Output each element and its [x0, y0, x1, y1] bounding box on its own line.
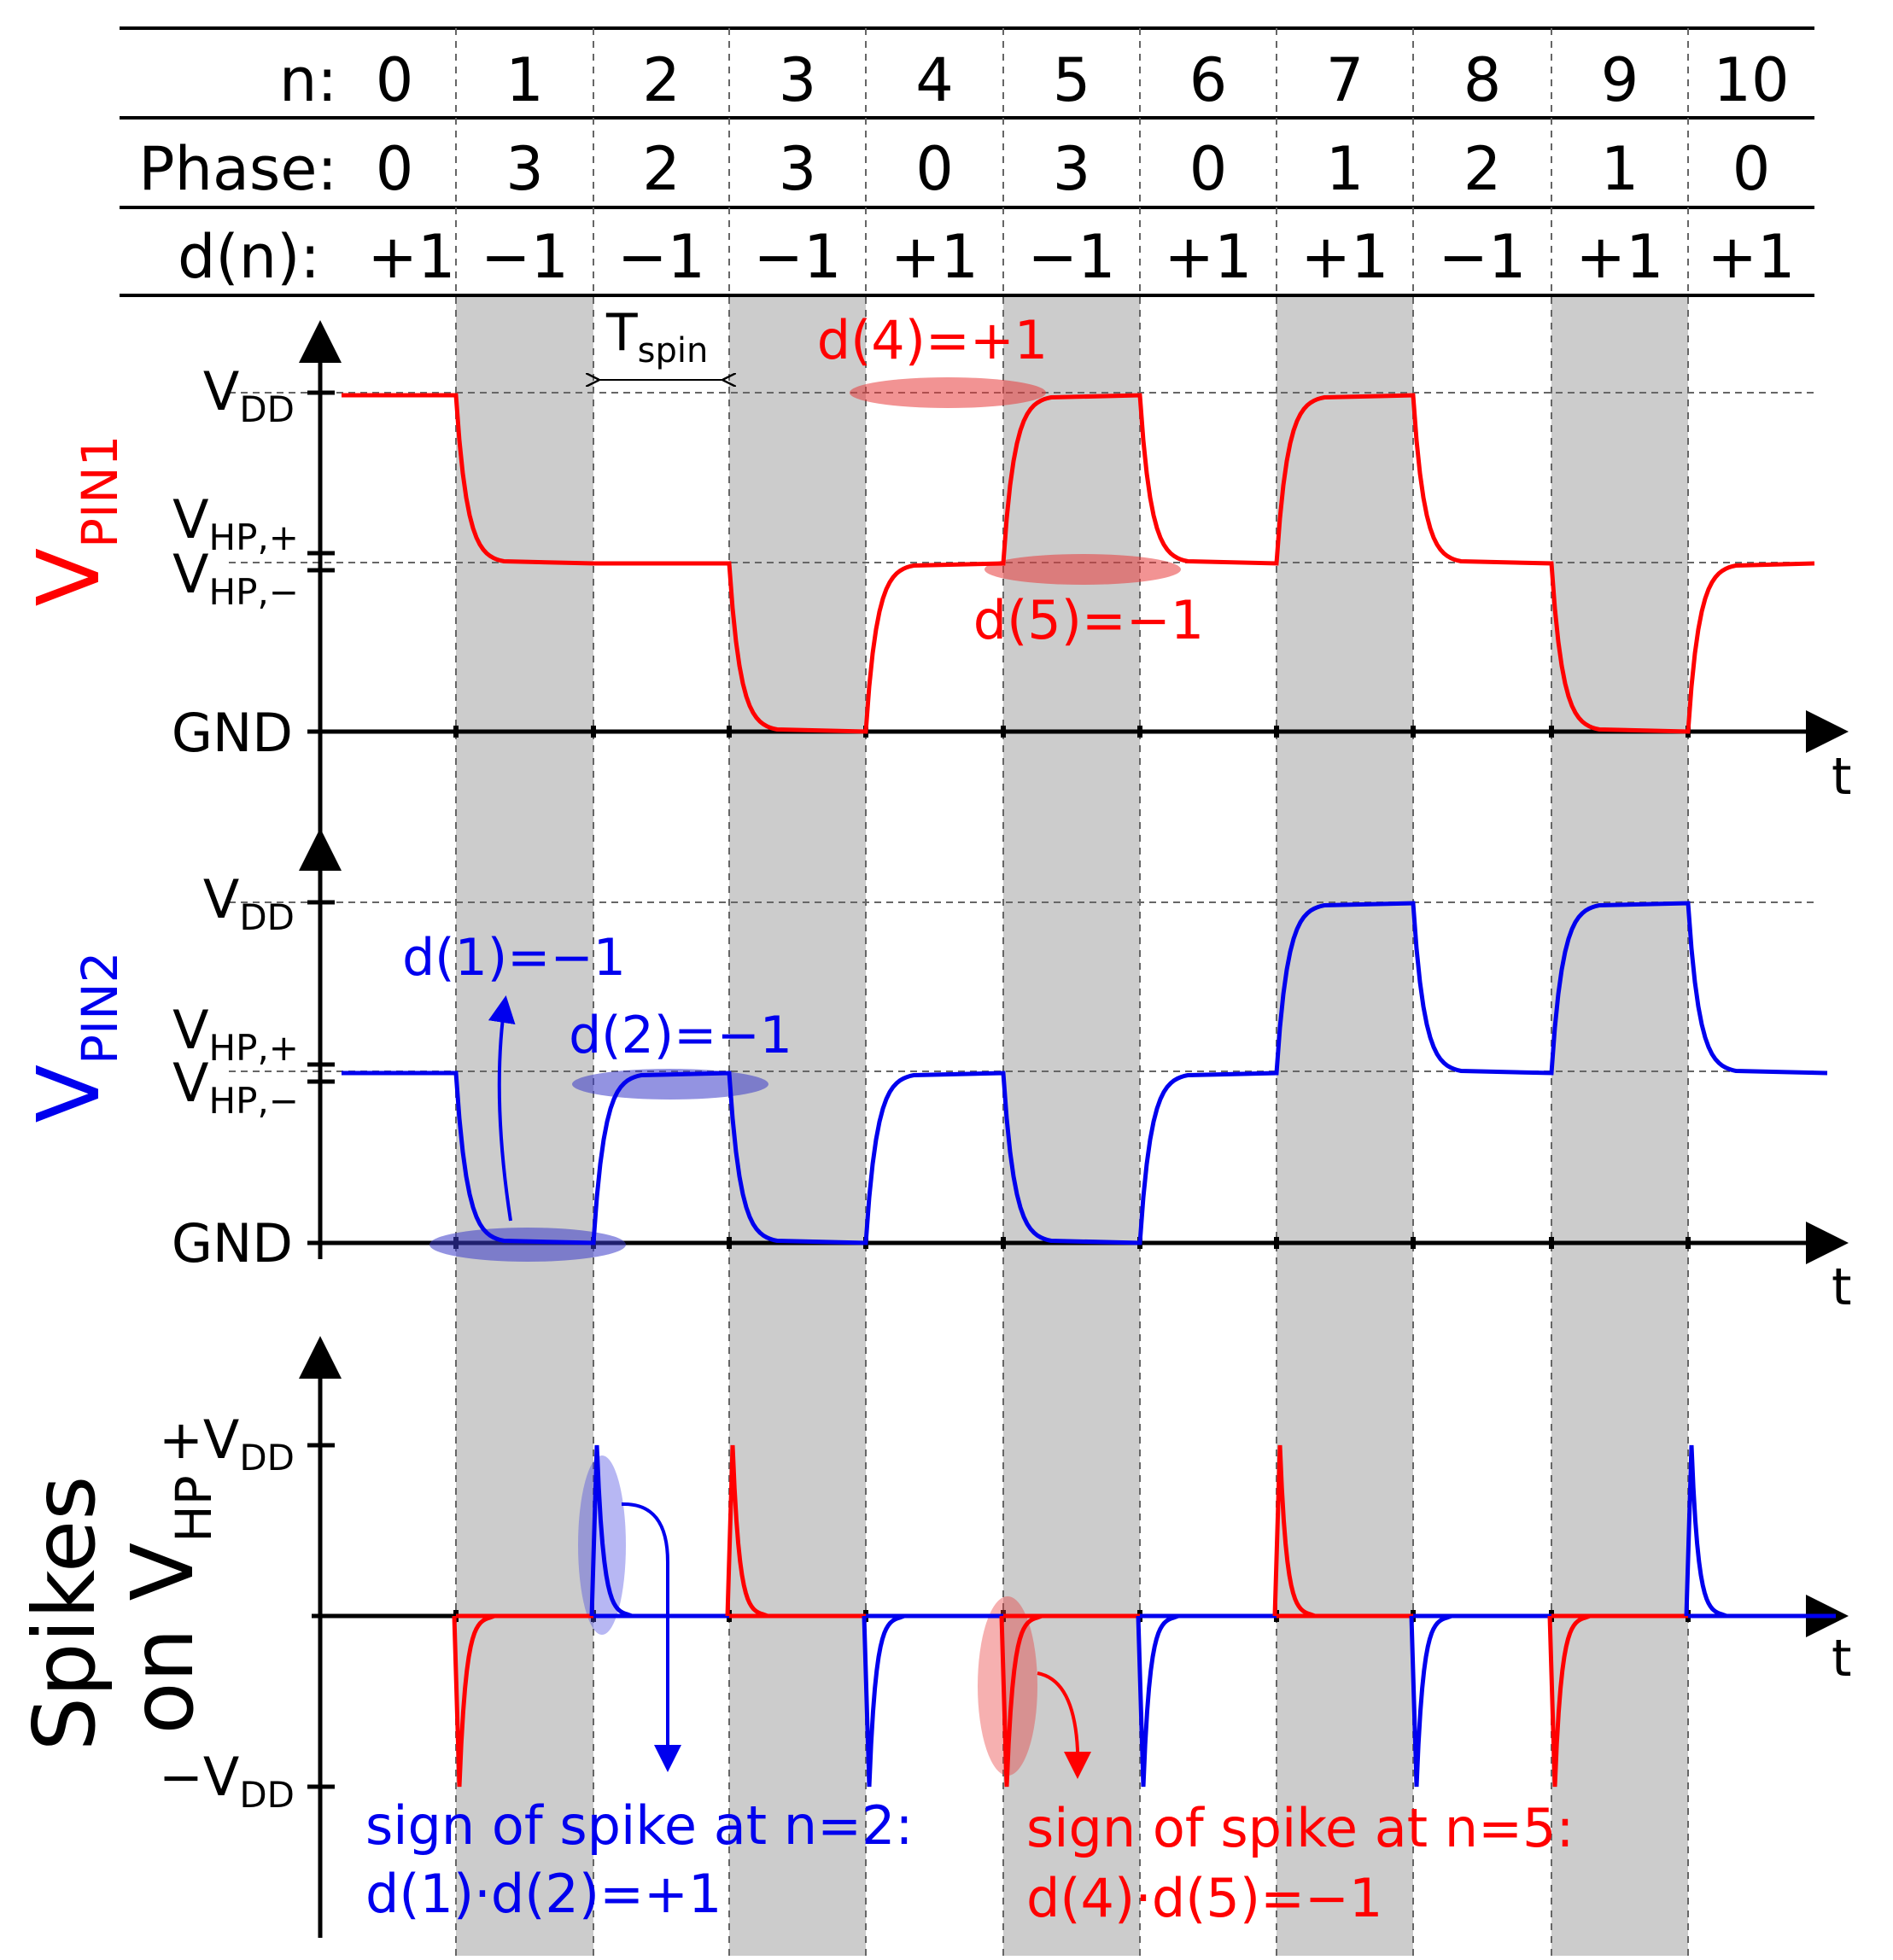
table-cell-n-3: 3: [779, 45, 817, 115]
table-cell-phase-9: 1: [1601, 134, 1639, 204]
vpin1-tick-vhpm: VHP,−: [172, 543, 299, 613]
table-cell-phase-1: 3: [505, 134, 544, 204]
table-cell-n-4: 4: [915, 45, 954, 115]
annotation-d5: d(5)=−1: [973, 589, 1205, 651]
d2-highlight: [572, 1069, 768, 1100]
annotation-d2: d(2)=−1: [569, 1006, 792, 1065]
shade-n9: [1551, 295, 1688, 1956]
table-cell-phase-8: 2: [1464, 134, 1502, 204]
spike-n8: [1409, 1613, 1452, 1788]
shade-n7: [1277, 295, 1413, 1956]
spike-n1: [452, 1613, 495, 1788]
table-cell-n-10: 10: [1713, 45, 1789, 115]
vpin1-tick-vdd: VDD: [203, 360, 295, 430]
table-cell-n-0: 0: [376, 45, 414, 115]
vpin2-tick-vhpp: VHP,+: [172, 999, 299, 1069]
vpin1-waveform: [342, 393, 1815, 734]
table-cell-n-9: 9: [1601, 45, 1639, 115]
table-cell-phase-4: 0: [915, 134, 954, 204]
row-label-n: n:: [279, 45, 337, 115]
vpin2-time-label: t: [1832, 1257, 1852, 1317]
table-cell-n-7: 7: [1326, 45, 1364, 115]
table-cell-d-10: +1: [1707, 222, 1795, 292]
spike-n7: [1272, 1444, 1316, 1619]
table-cell-d-0: +1: [367, 222, 455, 292]
vpin1-axis-label: VPIN1: [19, 435, 129, 607]
spike-n2: [589, 1444, 633, 1619]
table-cell-d-4: +1: [891, 222, 979, 292]
table-cell-phase-10: 0: [1732, 134, 1771, 204]
table-cell-d-1: −1: [481, 222, 569, 292]
spike-axis-label-line1: Spikes: [15, 1476, 114, 1752]
spike-n2-pointer: [621, 1502, 681, 1772]
spike-n5-highlight: [978, 1596, 1037, 1776]
annotation-d4: d(4)=+1: [817, 309, 1049, 371]
spike-tick-pos: +VDD: [159, 1409, 295, 1479]
table-cell-phase-3: 3: [779, 134, 817, 204]
row-label-d: d(n):: [178, 222, 320, 292]
tspin-label: Tspin: [605, 303, 708, 370]
phase-table: n: Phase: d(n): 0 1 2 3 4 5 6 7 8 9 100 3 2 3 0 3 0 1 2 1 0+…: [120, 26, 1814, 297]
table-cell-d-2: −1: [617, 222, 705, 292]
vpin1-panel: VDD VHP,+ VHP,− GND t VPIN1 d(4)=+1 d(5)…: [19, 303, 1852, 1007]
spike-n3: [725, 1444, 768, 1619]
vpin2-axis-label: VPIN2: [19, 952, 129, 1123]
vpin2-tick-gnd: GND: [172, 1212, 293, 1275]
table-cell-n-1: 1: [505, 45, 544, 115]
note-n2-line1: sign of spike at n=2:: [365, 1794, 913, 1857]
table-cell-n-8: 8: [1464, 45, 1502, 115]
note-n2-line2: d(1)·d(2)=+1: [365, 1863, 722, 1925]
d4-highlight: [850, 377, 1046, 408]
spike-n5: [999, 1613, 1043, 1788]
spike-n10: [1684, 1444, 1727, 1619]
table-cell-d-8: −1: [1438, 222, 1526, 292]
table-cell-d-3: −1: [753, 222, 841, 292]
table-cell-phase-5: 3: [1053, 134, 1091, 204]
note-n5-line2: d(4)·d(5)=−1: [1026, 1867, 1382, 1929]
spike-axis-label-line2: on VHP: [113, 1475, 223, 1734]
vpin2-waveform: [342, 901, 1828, 1245]
table-cell-n-2: 2: [642, 45, 681, 115]
shade-n3: [729, 295, 866, 1956]
table-cell-d-7: +1: [1300, 222, 1388, 292]
vpin2-panel: VDD VHP,+ VHP,− GND t VPIN2 d(1)=−1 d(2)…: [19, 828, 1852, 1317]
note-n5-line1: sign of spike at n=5:: [1026, 1797, 1574, 1859]
spikes-panel: +VDD −VDD t Spikes on VHP sign of spike …: [15, 1336, 1852, 1938]
vpin2-tick-vdd: VDD: [203, 868, 295, 938]
spike-time-label: t: [1832, 1629, 1852, 1689]
annotation-d1: d(1)=−1: [402, 928, 626, 988]
spike-n4: [862, 1613, 905, 1788]
vpin1-tick-vhpp: VHP,+: [172, 488, 299, 558]
vpin1-tick-gnd: GND: [172, 702, 293, 764]
shaded-columns: [456, 295, 1688, 1956]
vpin2-tick-vhpm: VHP,−: [172, 1052, 299, 1122]
spike-n6: [1136, 1613, 1179, 1788]
table-cell-n-6: 6: [1189, 45, 1228, 115]
shade-n1: [456, 295, 593, 1956]
d1-highlight: [429, 1228, 626, 1262]
row-label-phase: Phase:: [138, 134, 337, 204]
table-cell-phase-0: 0: [376, 134, 414, 204]
table-cell-phase-2: 2: [642, 134, 681, 204]
spike-n9: [1547, 1613, 1591, 1788]
table-cell-n-5: 5: [1053, 45, 1091, 115]
table-cell-phase-7: 1: [1326, 134, 1364, 204]
spike-tick-neg: −VDD: [159, 1746, 295, 1816]
table-cell-d-9: +1: [1575, 222, 1663, 292]
d5-highlight: [984, 554, 1181, 585]
vpin1-time-label: t: [1832, 747, 1852, 807]
table-cell-d-5: −1: [1027, 222, 1115, 292]
spike-n5-pointer: [1037, 1671, 1091, 1779]
d1-pointer-arrow: [488, 995, 516, 1222]
table-cell-phase-6: 0: [1189, 134, 1228, 204]
table-cell-d-6: +1: [1164, 222, 1252, 292]
